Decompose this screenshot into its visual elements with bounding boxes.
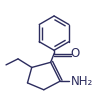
Text: NH₂: NH₂	[71, 75, 94, 88]
Text: O: O	[70, 47, 79, 60]
